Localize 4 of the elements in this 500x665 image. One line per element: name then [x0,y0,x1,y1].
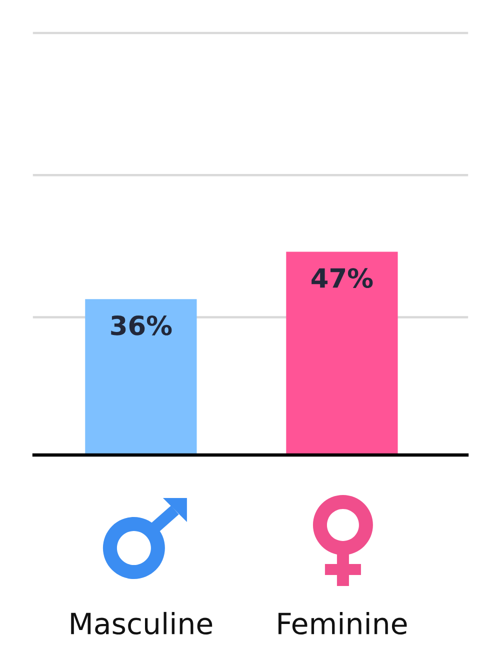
data-label: 36% [111,315,172,336]
x-tick-label: Feminine [278,612,407,635]
x-tick-label: Masculine [71,612,212,635]
data-label: 47% [312,268,373,288]
